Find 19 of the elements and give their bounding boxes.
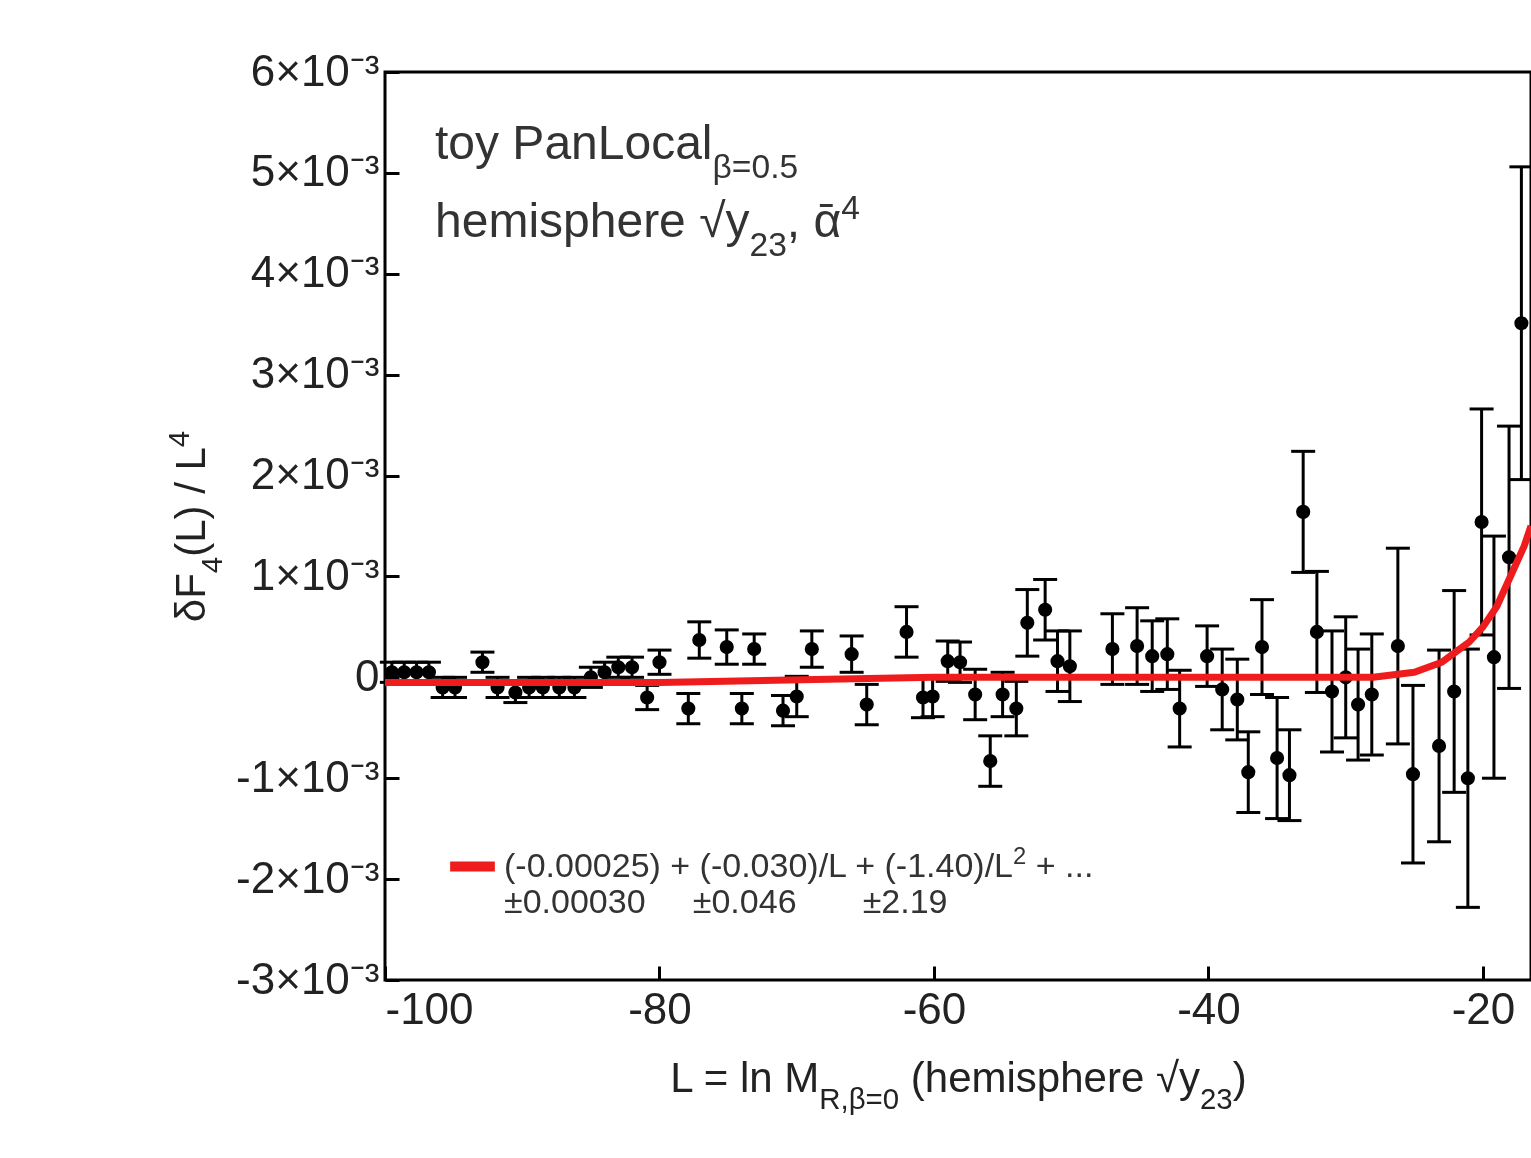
- y-tick-label: 1×10⁻³: [250, 549, 380, 599]
- y-tick-label: -3×10⁻³: [236, 953, 380, 1003]
- y-tick-label: 5×10⁻³: [250, 146, 380, 196]
- legend-label: (-0.00025) + (-0.030)/L + (-1.40)/L$^{2}$ + ...: [504, 841, 1094, 884]
- y-tick-label: 4×10⁻³: [250, 247, 380, 297]
- y-tick-label: -2×10⁻³: [236, 852, 380, 902]
- y-tick-label: -1×10⁻³: [236, 751, 380, 801]
- x-tick-label: -40: [1177, 983, 1241, 1033]
- y-tick-label: 0: [355, 650, 380, 700]
- y-tick-label: 6×10⁻³: [250, 45, 380, 95]
- x-axis-title: L = ln M$_{R,β=0}$ (hemisphere √y$_{23}$): [670, 1053, 1247, 1114]
- x-tick-label: -100: [385, 983, 474, 1033]
- annotation: toy PanLocal$_{β=0.5}$: [435, 116, 799, 185]
- x-tick-label: -80: [628, 983, 692, 1033]
- y-tick-label: 2×10⁻³: [250, 449, 380, 499]
- annotation: hemisphere √y$_{23}$, ᾱ$^{4}$: [435, 188, 860, 263]
- y-tick-label: 3×10⁻³: [250, 348, 380, 398]
- x-tick-label: -60: [902, 983, 967, 1033]
- x-tick-label: -20: [1451, 983, 1516, 1033]
